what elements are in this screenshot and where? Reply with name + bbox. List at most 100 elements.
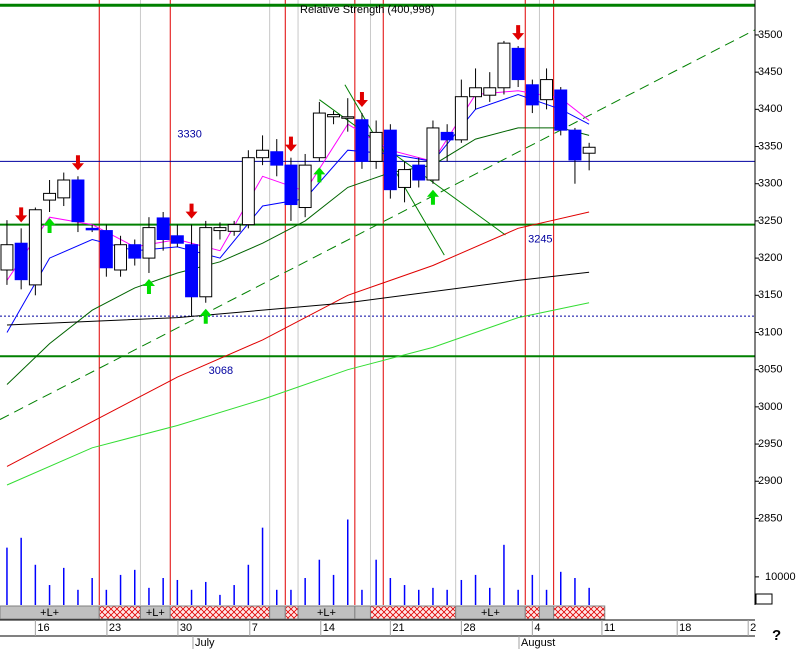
candle-body: [199, 227, 213, 298]
price-marks: [0, 25, 596, 605]
candle-body: [398, 169, 412, 188]
status-band: [369, 605, 457, 620]
y-tick-label: 3250: [758, 215, 782, 227]
candle-body: [156, 217, 170, 241]
candle-body: [341, 116, 355, 119]
y-tick-label: 3450: [758, 66, 782, 78]
candle-body: [554, 89, 568, 131]
y-tick-label: 2950: [758, 438, 782, 450]
candle-body: [469, 87, 483, 98]
sell-arrow: [185, 203, 198, 219]
buy-arrow: [199, 308, 212, 324]
status-band: [538, 605, 555, 620]
help-button[interactable]: ?: [772, 627, 781, 644]
candle-body: [57, 179, 71, 199]
moving-average: [6, 302, 590, 486]
status-label: +L+: [481, 607, 500, 619]
buy-arrow: [313, 167, 326, 183]
candle-body: [355, 119, 369, 162]
y-tick-label: 2850: [758, 512, 782, 524]
candle-body: [525, 84, 539, 106]
x-tick-label: 16: [37, 622, 49, 634]
status-band: [284, 605, 299, 620]
volume-tick-label: 10000: [765, 571, 796, 583]
status-band: [354, 605, 371, 620]
x-tick-label: 28: [463, 622, 475, 634]
candle-body: [412, 164, 426, 181]
panel-icon[interactable]: [755, 593, 773, 605]
candle-body: [85, 227, 99, 231]
moving-average: [6, 271, 590, 326]
candle-body: [454, 96, 468, 141]
y-tick-label: 3050: [758, 364, 782, 376]
candle-body: [440, 131, 454, 141]
month-label: August: [521, 637, 555, 649]
candle-body: [0, 244, 14, 271]
y-tick-label: 3500: [758, 29, 782, 41]
status-band: [98, 605, 141, 620]
x-tick-label: 23: [109, 622, 121, 634]
y-tick-label: 2900: [758, 475, 782, 487]
chart-title: Relative Strength (400,998): [300, 4, 435, 16]
candle-body: [241, 157, 255, 226]
sell-arrow: [355, 92, 368, 108]
sell-arrow: [71, 155, 84, 171]
candle-body: [43, 192, 57, 201]
candle-body: [511, 47, 525, 81]
candle-body: [483, 87, 497, 96]
level-label: 3245: [528, 234, 552, 246]
x-tick-label: 18: [679, 622, 691, 634]
candle-body: [170, 235, 184, 244]
x-tick-label: 30: [180, 622, 192, 634]
y-tick-label: 3300: [758, 178, 782, 190]
status-label: +L+: [317, 607, 336, 619]
x-tick-label: 11: [604, 622, 615, 634]
x-tick-label: 4: [534, 622, 540, 634]
y-tick-label: 3200: [758, 252, 782, 264]
x-tick-label: 2: [750, 622, 756, 634]
status-band: [524, 605, 540, 620]
status-band: [553, 605, 606, 620]
candle-body: [99, 230, 113, 269]
moving-average: [6, 211, 590, 467]
month-label: July: [195, 637, 215, 649]
candle-body: [270, 151, 284, 166]
candle-body: [142, 227, 156, 259]
x-tick-label: 7: [252, 622, 258, 634]
candle-body: [128, 244, 142, 259]
candle-body: [497, 42, 511, 89]
candle-body: [298, 164, 312, 209]
candle-body: [383, 129, 397, 191]
candle-body: [14, 242, 28, 281]
buy-arrow: [142, 278, 155, 294]
candle-body: [227, 224, 241, 232]
sell-arrow: [512, 25, 525, 41]
candle-body: [327, 114, 341, 118]
candle-body: [369, 131, 383, 162]
candle-body: [582, 146, 596, 154]
buy-arrow: [43, 217, 56, 233]
candle-body: [284, 164, 298, 206]
candle-body: [426, 127, 440, 181]
x-tick-label: 14: [323, 622, 335, 634]
status-label: +L+: [146, 607, 165, 619]
candle-body: [213, 227, 227, 232]
level-label: 3068: [209, 365, 233, 377]
y-tick-label: 3350: [758, 140, 782, 152]
candle-body: [540, 79, 554, 101]
sell-arrow: [15, 207, 28, 223]
y-tick-label: 3100: [758, 326, 782, 338]
candle-body: [256, 149, 270, 159]
trend-line: [0, 29, 756, 420]
status-label: +L+: [40, 607, 59, 619]
candle-body: [28, 209, 42, 286]
sell-arrow: [284, 136, 297, 152]
y-tick-label: 3150: [758, 289, 782, 301]
y-tick-label: 3400: [758, 103, 782, 115]
candle-body: [568, 129, 582, 161]
buy-arrow: [426, 189, 439, 205]
x-tick-label: 21: [392, 622, 404, 634]
status-band: [269, 605, 286, 620]
